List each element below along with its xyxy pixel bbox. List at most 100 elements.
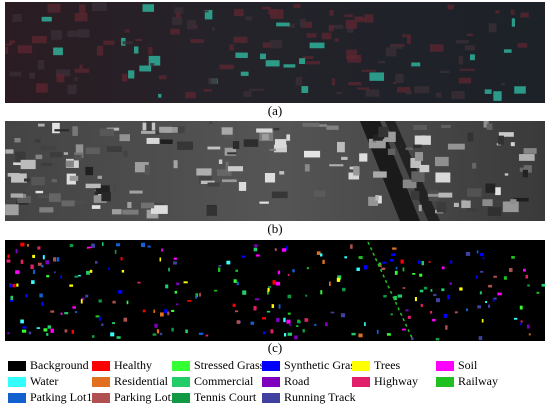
texture <box>356 17 367 23</box>
texture <box>106 146 122 153</box>
texture <box>469 54 475 61</box>
class-pixel <box>305 294 308 297</box>
texture <box>461 200 471 208</box>
class-pixel <box>56 257 60 262</box>
texture <box>53 47 63 56</box>
texture <box>329 164 344 167</box>
class-pixel <box>86 246 92 249</box>
texture <box>190 39 204 43</box>
class-pixel <box>74 275 79 278</box>
class-pixel <box>185 329 188 334</box>
texture <box>10 193 24 198</box>
legend-label: Water <box>30 374 58 388</box>
class-pixel <box>364 322 366 327</box>
texture <box>410 157 422 168</box>
class-pixel <box>376 329 379 334</box>
texture <box>187 122 203 129</box>
class-pixel <box>320 253 323 257</box>
class-pixel <box>420 303 423 308</box>
texture <box>139 65 152 72</box>
class-pixel <box>493 275 497 278</box>
class-pixel <box>488 304 491 308</box>
texture <box>122 209 139 215</box>
panel-caption: (b) <box>267 221 282 236</box>
class-pixel <box>153 309 156 314</box>
class-pixel <box>241 255 245 258</box>
class-pixel <box>342 287 346 292</box>
texture <box>493 91 502 101</box>
legend-swatch <box>8 393 26 403</box>
texture <box>5 43 12 46</box>
texture <box>154 130 160 135</box>
class-pixel <box>351 332 356 336</box>
class-pixel <box>175 303 179 306</box>
class-pixel <box>36 327 41 329</box>
texture <box>159 126 173 133</box>
class-pixel <box>519 305 523 310</box>
texture <box>218 159 223 164</box>
texture <box>439 70 450 74</box>
texture <box>389 44 403 49</box>
class-pixel <box>254 298 260 301</box>
texture <box>336 91 343 95</box>
class-pixel <box>41 301 44 306</box>
texture <box>414 86 430 94</box>
texture <box>271 191 288 199</box>
texture <box>312 124 327 127</box>
texture <box>348 172 360 180</box>
texture <box>142 4 155 12</box>
class-pixel <box>15 270 20 274</box>
texture <box>93 195 107 203</box>
texture <box>287 23 296 28</box>
class-pixel <box>95 315 100 318</box>
class-pixel <box>15 248 18 254</box>
texture <box>207 182 220 187</box>
texture <box>9 71 22 77</box>
class-pixel <box>98 299 102 303</box>
class-pixel <box>39 293 43 298</box>
class-pixel <box>250 321 255 325</box>
texture <box>79 64 83 69</box>
class-pixel <box>236 320 241 324</box>
texture <box>222 179 237 183</box>
class-pixel <box>91 335 95 338</box>
texture <box>270 9 284 19</box>
texture <box>249 88 264 92</box>
class-pixel <box>386 333 391 336</box>
texture <box>150 63 155 67</box>
class-pixel <box>428 261 431 263</box>
class-pixel <box>528 333 531 336</box>
legend-swatch <box>436 377 454 387</box>
class-pixel <box>101 323 104 326</box>
texture <box>273 144 287 153</box>
class-pixel <box>481 319 484 323</box>
class-pixel <box>164 309 168 314</box>
class-pixel <box>46 333 49 336</box>
texture <box>69 175 79 181</box>
texture <box>495 10 500 14</box>
class-pixel <box>381 267 386 271</box>
class-pixel <box>503 276 507 280</box>
class-pixel <box>33 269 36 275</box>
texture <box>419 164 430 173</box>
class-pixel <box>322 259 325 265</box>
texture <box>48 193 61 202</box>
texture <box>261 6 271 10</box>
class-pixel <box>267 286 272 288</box>
class-pixel <box>412 273 416 275</box>
class-pixel <box>80 299 83 304</box>
class-pixel <box>435 298 441 303</box>
texture <box>67 84 77 94</box>
class-pixel <box>441 266 445 270</box>
class-pixel <box>205 334 209 337</box>
class-pixel <box>394 270 398 275</box>
texture <box>67 30 82 38</box>
class-pixel <box>112 322 116 325</box>
class-pixel <box>218 267 221 272</box>
class-pixel <box>423 286 428 290</box>
class-pixel <box>480 270 484 273</box>
class-pixel <box>253 247 258 252</box>
texture <box>177 141 194 150</box>
legend-label: Running Track <box>284 390 356 404</box>
